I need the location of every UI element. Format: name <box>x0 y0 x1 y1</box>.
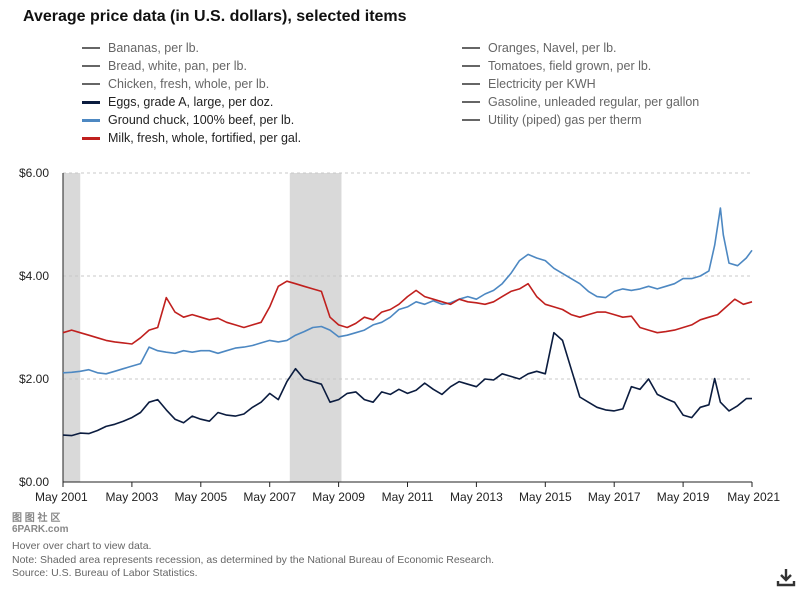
y-tick-label: $2.00 <box>19 372 49 386</box>
legend-label: Eggs, grade A, large, per doz. <box>108 95 274 109</box>
watermark-line-1: 图 图 社 区 <box>12 513 61 524</box>
y-tick-label: $0.00 <box>19 475 49 489</box>
legend-swatch <box>82 100 100 104</box>
legend-label: Tomatoes, field grown, per lb. <box>488 59 652 73</box>
legend-item-right-1[interactable]: Tomatoes, field grown, per lb. <box>462 58 651 74</box>
legend-swatch <box>462 83 480 85</box>
legend-label: Milk, fresh, whole, fortified, per gal. <box>108 131 302 145</box>
legend-item-left-0[interactable]: Bananas, per lb. <box>82 40 199 56</box>
x-tick-label: May 2019 <box>657 490 710 504</box>
legend-label: Chicken, fresh, whole, per lb. <box>108 77 270 91</box>
legend-swatch <box>82 65 100 67</box>
recession-band-0 <box>63 173 81 482</box>
line-chart[interactable]: $0.00 $2.00 $4.00 $6.00 May 2001 May 2003 May … <box>0 160 800 510</box>
x-tick-label: May 2001 <box>35 490 88 504</box>
watermark: 图 图 社 区 6PARK.com <box>12 513 69 535</box>
legend-item-left-1[interactable]: Bread, white, pan, per lb. <box>82 58 247 74</box>
x-tick-label: May 2013 <box>450 490 503 504</box>
recession-note: Note: Shaded area represents recession, … <box>12 553 495 566</box>
legend-item-right-2[interactable]: Electricity per KWH <box>462 76 596 92</box>
x-tick-label: May 2005 <box>174 490 227 504</box>
x-tick-label: May 2011 <box>382 490 434 504</box>
legend-swatch <box>82 47 100 49</box>
download-icon[interactable] <box>775 566 797 588</box>
legend-item-left-4[interactable]: Ground chuck, 100% beef, per lb. <box>82 112 294 128</box>
legend-swatch <box>82 136 100 140</box>
download-arrow-icon <box>776 569 796 587</box>
series-line-1[interactable] <box>62 207 753 375</box>
legend-swatch <box>82 118 100 122</box>
chart-title: Average price data (in U.S. dollars), se… <box>23 8 407 25</box>
legend-item-left-5[interactable]: Milk, fresh, whole, fortified, per gal. <box>82 130 301 146</box>
x-tick-label: May 2009 <box>312 490 365 504</box>
legend-item-right-4[interactable]: Utility (piped) gas per therm <box>462 112 642 128</box>
y-tick-label: $6.00 <box>19 166 49 180</box>
legend-label: Oranges, Navel, per lb. <box>488 41 617 55</box>
x-tick-label: May 2007 <box>243 490 296 504</box>
watermark-line-2: 6PARK.com <box>12 524 69 535</box>
legend-swatch <box>462 101 480 103</box>
source-note: Source: U.S. Bureau of Labor Statistics. <box>12 567 198 580</box>
y-tick-label: $4.00 <box>19 269 49 283</box>
legend-label: Utility (piped) gas per therm <box>488 113 642 127</box>
legend-swatch <box>82 83 100 85</box>
legend-item-left-3[interactable]: Eggs, grade A, large, per doz. <box>82 94 273 110</box>
legend-item-left-2[interactable]: Chicken, fresh, whole, per lb. <box>82 76 269 92</box>
series-line-0[interactable] <box>62 331 752 437</box>
legend-label: Bread, white, pan, per lb. <box>108 59 247 73</box>
x-tick-label: May 2015 <box>519 490 572 504</box>
legend-item-right-3[interactable]: Gasoline, unleaded regular, per gallon <box>462 94 699 110</box>
x-tick-label: May 2003 <box>106 490 159 504</box>
legend-label: Gasoline, unleaded regular, per gallon <box>488 95 700 109</box>
legend-item-right-0[interactable]: Oranges, Navel, per lb. <box>462 40 617 56</box>
legend-swatch <box>462 65 480 67</box>
x-tick-label: May 2017 <box>588 490 641 504</box>
legend-label: Ground chuck, 100% beef, per lb. <box>108 113 295 127</box>
legend-swatch <box>462 47 480 49</box>
hover-hint: Hover over chart to view data. <box>12 540 152 552</box>
legend-label: Electricity per KWH <box>488 77 596 91</box>
legend-label: Bananas, per lb. <box>108 41 200 55</box>
legend-swatch <box>462 119 480 121</box>
series-line-2[interactable] <box>62 280 753 345</box>
x-tick-label: May 2021 <box>727 490 780 504</box>
chart-notes: Hover over chart to view data. Note: Sha… <box>12 540 494 581</box>
